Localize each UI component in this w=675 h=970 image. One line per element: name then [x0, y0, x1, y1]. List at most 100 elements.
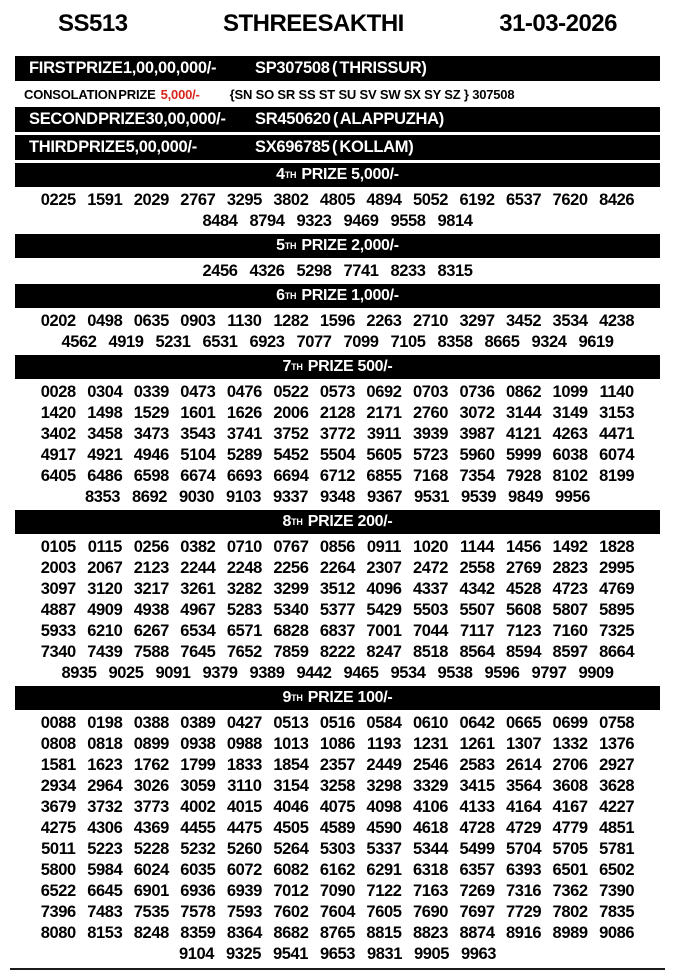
consolation-label: CONSOLATION PRIZE [24, 87, 156, 102]
winning-number: 9086 [599, 924, 635, 942]
winning-number: 5933 [40, 622, 77, 640]
winning-number: 3059 [180, 777, 216, 795]
winning-number: 4075 [319, 798, 356, 816]
winning-number: 5960 [459, 446, 495, 464]
winning-numbers-row: 4887 4909 4938 4967 5283 5340 5377 5429 5503 5507… [15, 600, 660, 621]
winning-number: 0202 [40, 312, 77, 330]
winning-number: 5605 [366, 446, 402, 464]
winning-number: 5704 [506, 840, 542, 858]
winning-number: 3741 [226, 425, 263, 443]
winning-number: 2472 [412, 559, 449, 577]
winning-numbers-row: 0202 0498 0635 0903 1130 1282 1596 2263 2710 3297… [15, 311, 660, 332]
winning-number: 2449 [366, 756, 402, 774]
winning-number: 3802 [273, 191, 309, 209]
winning-number: 0938 [180, 735, 216, 753]
winning-number: 3298 [366, 777, 402, 795]
winning-number: 0427 [226, 714, 263, 732]
winning-number: 0758 [599, 714, 635, 732]
prize-label: SECOND PRIZE [29, 110, 146, 128]
winning-number: 6923 [249, 333, 285, 351]
draw-date: 31-03-2026 [499, 10, 617, 37]
winning-number: 9104 [178, 945, 215, 963]
winning-number: 0304 [87, 383, 123, 401]
winning-number: 7362 [552, 882, 589, 900]
winning-number: 5499 [459, 840, 495, 858]
winning-number: 5781 [599, 840, 635, 858]
winning-number: 9442 [296, 664, 332, 682]
winning-number: 1799 [180, 756, 216, 774]
winning-number: 2823 [552, 559, 589, 577]
winning-number: 5984 [87, 861, 123, 879]
winning-number: 0710 [226, 538, 263, 556]
winning-number: 9653 [319, 945, 356, 963]
first-prize-winner: SP307508 ( THRISSUR) [255, 59, 427, 77]
winning-number: 4106 [412, 798, 449, 816]
winning-numbers-row: 0808 0818 0899 0938 0988 1013 1086 1193 1231 1261… [15, 734, 660, 755]
winning-number: 5104 [180, 446, 216, 464]
winning-number: 5303 [319, 840, 356, 858]
winning-number: 7123 [506, 622, 542, 640]
winning-number: 3149 [552, 404, 589, 422]
winning-number: 9797 [531, 664, 567, 682]
winning-number: 3608 [552, 777, 589, 795]
winning-number: 1626 [226, 404, 263, 422]
winning-number: 4164 [506, 798, 542, 816]
winning-number: 7012 [273, 882, 309, 900]
winning-number: 4779 [552, 819, 589, 837]
winning-number: 5503 [412, 601, 449, 619]
winning-numbers-row: 8484 8794 9323 9469 9558 9814 [15, 211, 660, 232]
winning-number: 0635 [133, 312, 170, 330]
winning-number: 0903 [180, 312, 216, 330]
winning-number: 4263 [552, 425, 589, 443]
winning-number: 3261 [180, 580, 216, 598]
winning-number: 0736 [459, 383, 495, 401]
winning-numbers-row: 5011 5223 5228 5232 5260 5264 5303 5337 5344 5499… [15, 839, 660, 860]
winning-number: 0382 [180, 538, 216, 556]
winning-number: 9905 [413, 945, 450, 963]
winning-number: 2357 [319, 756, 356, 774]
winning-number: 8364 [226, 924, 263, 942]
winning-number: 5452 [273, 446, 309, 464]
winning-number: 5052 [412, 191, 449, 209]
winning-number: 5298 [296, 262, 332, 280]
winning-number: 4723 [552, 580, 589, 598]
winning-number: 6712 [319, 467, 356, 485]
winning-number: 2256 [273, 559, 309, 577]
winning-number: 7578 [180, 903, 216, 921]
winning-number: 8989 [552, 924, 589, 942]
third-prize-bar: THIRD PRIZE 5,00,000/- SX696785 ( KOLLAM… [15, 135, 660, 160]
winning-number: 1498 [87, 404, 123, 422]
winning-number: 8916 [506, 924, 542, 942]
winning-number: 8665 [484, 333, 520, 351]
winning-numbers-row: 5933 6210 6267 6534 6571 6828 6837 7001 7044 7117… [15, 621, 660, 642]
winning-number: 4805 [319, 191, 356, 209]
winning-number: 7535 [133, 903, 170, 921]
winning-number: 6674 [180, 467, 216, 485]
winning-number: 9531 [413, 488, 450, 506]
winning-number: 9325 [225, 945, 262, 963]
winning-number: 1261 [459, 735, 495, 753]
winning-number: 3452 [506, 312, 542, 330]
winning-number: 2123 [133, 559, 170, 577]
winning-number: 9103 [225, 488, 262, 506]
winning-number: 0703 [412, 383, 449, 401]
winning-number: 6024 [133, 861, 170, 879]
winning-number: 4894 [366, 191, 402, 209]
winning-number: 4133 [459, 798, 495, 816]
winning-number: 0522 [273, 383, 309, 401]
winning-number: 7001 [366, 622, 402, 640]
winning-number: 8233 [390, 262, 426, 280]
winning-number: 3473 [133, 425, 170, 443]
winning-number: 9323 [296, 212, 332, 230]
winning-number: 3512 [319, 580, 356, 598]
winning-number: 0339 [133, 383, 170, 401]
winning-number: 3534 [552, 312, 589, 330]
winning-number: 7690 [412, 903, 449, 921]
winning-number: 7859 [273, 643, 309, 661]
winning-number: 8765 [319, 924, 356, 942]
winning-number: 3564 [506, 777, 542, 795]
winning-number: 2128 [319, 404, 356, 422]
winning-number: 4938 [133, 601, 170, 619]
winning-number: 7483 [87, 903, 123, 921]
prize-amount: 1,00,00,000/- [122, 59, 217, 77]
